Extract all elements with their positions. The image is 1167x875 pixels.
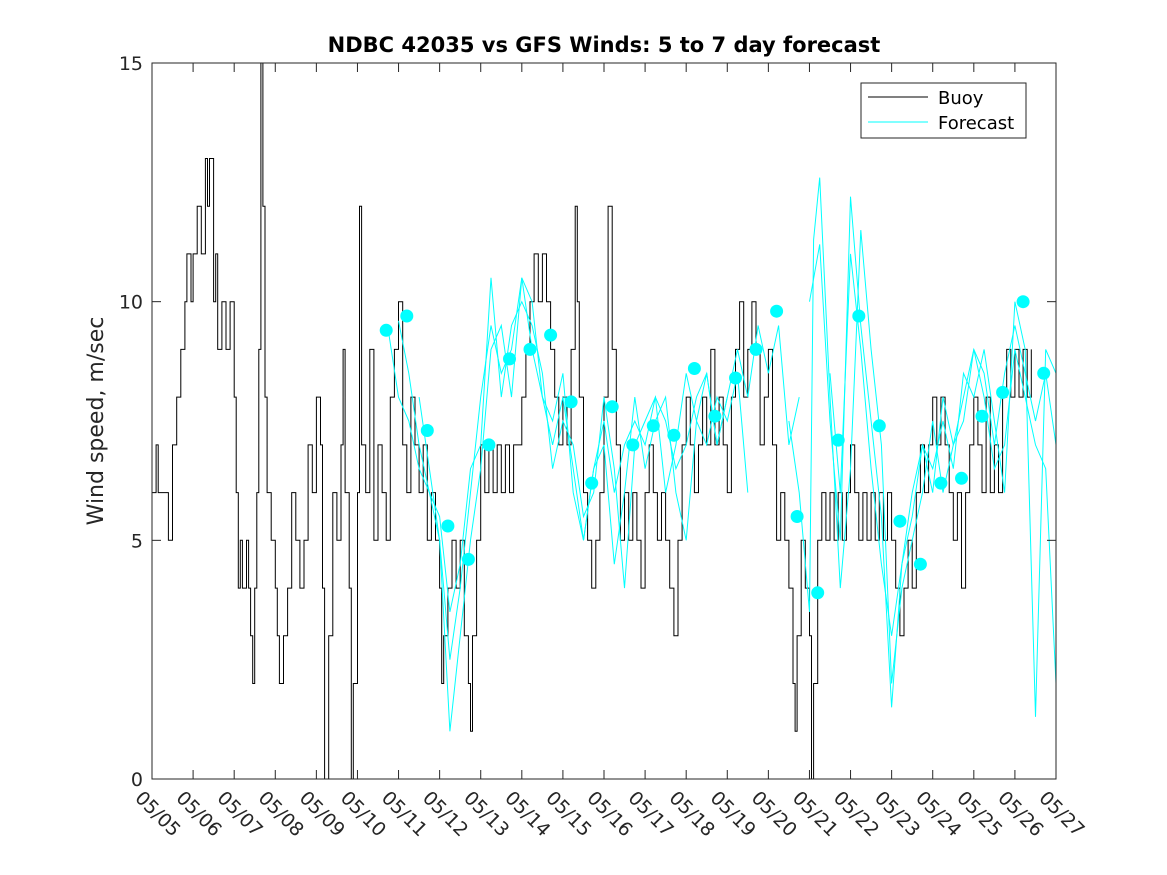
forecast-marker — [790, 510, 804, 523]
legend: Buoy Forecast — [860, 82, 1027, 139]
x-tick-label: 05/23 — [870, 787, 924, 841]
y-axis: 0 5 10 15 — [119, 53, 1056, 791]
forecast-marker — [544, 328, 558, 342]
x-tick-label: 05/16 — [582, 787, 636, 841]
forecast-line-2 — [398, 277, 749, 613]
x-tick-label: 05/06 — [172, 787, 226, 841]
x-tick-label: 05/18 — [665, 787, 719, 841]
x-tick-label: 05/12 — [418, 787, 472, 841]
legend-label-buoy: Buoy — [938, 88, 984, 109]
forecast-marker — [646, 419, 660, 433]
x-tick-label: 05/20 — [747, 787, 801, 841]
x-tick-label: 05/17 — [624, 787, 678, 841]
x-tick-label: 05/09 — [295, 787, 349, 841]
forecast-marker — [503, 352, 516, 366]
forecast-marker — [1016, 295, 1030, 309]
forecast-marker — [626, 438, 640, 452]
y-tick-label: 0 — [131, 769, 143, 791]
chart-title: NDBC 42035 vs GFS Winds: 5 to 7 day fore… — [328, 33, 881, 57]
forecast-line-5 — [809, 196, 1057, 717]
forecast-marker — [585, 476, 599, 490]
forecast-marker — [996, 385, 1010, 399]
forecast-marker — [749, 342, 763, 356]
forecast-marker — [667, 428, 681, 442]
forecast-marker — [913, 557, 927, 571]
forecast-marker — [379, 323, 393, 337]
forecast-marker — [708, 409, 722, 423]
x-tick-label: 05/27 — [1034, 787, 1088, 841]
legend-label-forecast: Forecast — [938, 113, 1014, 134]
forecast-marker — [729, 371, 742, 385]
forecast-marker — [420, 424, 434, 437]
x-tick-label: 05/10 — [336, 787, 390, 841]
forecast-marker — [605, 400, 619, 414]
forecast-marker — [975, 409, 989, 423]
forecast-marker — [482, 438, 496, 452]
forecast-marker — [831, 433, 845, 447]
x-tick-label: 05/21 — [788, 787, 842, 841]
forecast-marker — [441, 519, 455, 533]
forecast-marker — [770, 304, 784, 318]
forecast-marker — [523, 342, 537, 356]
forecast-marker — [811, 586, 825, 600]
x-tick-label: 05/05 — [130, 787, 184, 841]
forecast-marker — [1037, 366, 1051, 380]
forecast-marker — [687, 362, 701, 375]
x-tick-label: 05/11 — [377, 787, 431, 841]
x-tick-label: 05/24 — [911, 787, 965, 841]
y-tick-label: 10 — [119, 292, 143, 314]
forecast-line-4 — [788, 177, 1057, 684]
forecast-marker — [955, 471, 968, 485]
forecast-marker — [872, 419, 886, 433]
forecast-line-3 — [418, 277, 800, 732]
y-axis-label: Wind speed, m/sec — [84, 317, 109, 526]
x-tick-label: 05/08 — [254, 787, 308, 841]
x-tick-label: 05/07 — [213, 787, 267, 841]
forecast-markers — [379, 295, 1051, 600]
plot-area — [151, 62, 1057, 780]
x-tick-label: 05/13 — [459, 787, 513, 841]
forecast-marker — [564, 395, 578, 409]
forecast-series — [387, 177, 1057, 732]
forecast-line-6 — [829, 253, 1057, 684]
x-tick-label: 05/22 — [829, 787, 883, 841]
legend-box — [860, 82, 1027, 139]
y-tick-label: 5 — [131, 530, 143, 552]
forecast-marker — [893, 514, 907, 528]
forecast-marker — [400, 309, 414, 323]
forecast-marker — [934, 476, 948, 490]
x-tick-label: 05/15 — [541, 787, 595, 841]
forecast-marker — [461, 552, 475, 566]
x-tick-label: 05/25 — [952, 787, 1006, 841]
x-tick-label: 05/19 — [706, 787, 760, 841]
forecast-marker — [852, 309, 866, 323]
x-tick-label: 05/26 — [993, 787, 1047, 841]
x-tick-label: 05/14 — [500, 787, 554, 841]
y-tick-label: 15 — [119, 53, 143, 75]
